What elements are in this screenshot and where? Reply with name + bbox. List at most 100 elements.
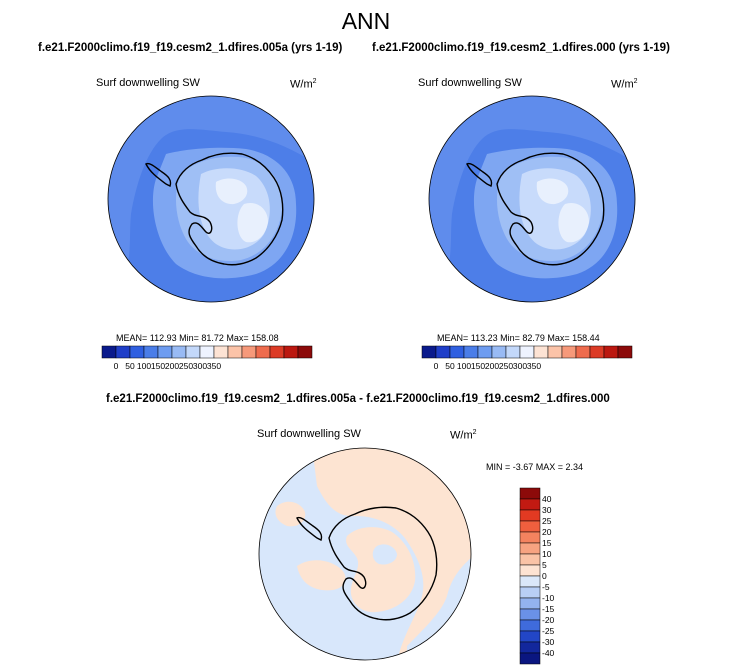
colorbar-swatch: [519, 575, 541, 588]
colorbar-tick-label: -25: [542, 626, 555, 636]
right-variable-label: Surf downwelling SW: [418, 77, 522, 89]
colorbar-tick-label: 100: [136, 361, 152, 371]
left-stats: MEAN= 112.93 Min= 81.72 Max= 158.08: [116, 333, 279, 343]
colorbar-tick-label: 300: [192, 361, 208, 371]
colorbar-swatch: [477, 345, 493, 359]
colorbar-tick-label: 350: [526, 361, 542, 371]
colorbar-swatch: [561, 345, 577, 359]
colorbar-tick-label: 200: [164, 361, 180, 371]
colorbar-swatch: [185, 345, 201, 359]
colorbar-swatch: [421, 345, 437, 359]
colorbar-swatch: [519, 542, 541, 555]
colorbar-tick-label: 25: [542, 516, 552, 526]
colorbar-tick-label: 200: [484, 361, 500, 371]
colorbar-tick-label: -20: [542, 615, 555, 625]
colorbar-swatch: [449, 345, 465, 359]
colorbar-swatch: [491, 345, 507, 359]
colorbar-swatch: [519, 586, 541, 599]
map-boundary: [428, 95, 636, 303]
colorbar-tick-label: 5: [542, 560, 547, 570]
colorbar-swatch: [463, 345, 479, 359]
colorbar-tick-label: -15: [542, 604, 555, 614]
colorbar-swatch: [143, 345, 159, 359]
colorbar-tick-label: 40: [542, 494, 552, 504]
colorbar-tick-label: -30: [542, 637, 555, 647]
colorbar-swatch: [519, 520, 541, 533]
colorbar-tick-label: 150: [470, 361, 486, 371]
colorbar-swatch: [269, 345, 285, 359]
colorbar-swatch: [519, 641, 541, 654]
diff-stats: MIN = -3.67 MAX = 2.34: [486, 462, 584, 472]
colorbar-swatch: [255, 345, 271, 359]
colorbar-swatch: [297, 345, 313, 359]
colorbar-swatch: [603, 345, 619, 359]
colorbar-swatch: [519, 487, 541, 500]
colorbar-tick-label: 50: [125, 361, 135, 371]
colorbar-tick-label: 15: [542, 538, 552, 548]
colorbar-swatch: [519, 345, 535, 359]
colorbar-swatch: [129, 345, 145, 359]
colorbar-swatch: [519, 531, 541, 544]
colorbar-swatch: [505, 345, 521, 359]
colorbar-swatch: [171, 345, 187, 359]
colorbar-swatch: [435, 345, 451, 359]
colorbar-tick-label: 350: [206, 361, 222, 371]
colorbar-swatch: [589, 345, 605, 359]
colorbar-tick-label: 0: [542, 571, 547, 581]
right-stats: MEAN= 113.23 Min= 82.79 Max= 158.44: [437, 333, 600, 343]
colorbar-swatch: [519, 630, 541, 643]
colorbar-swatch: [519, 553, 541, 566]
right-polar-map: [428, 95, 636, 303]
colorbar-swatch: [115, 345, 131, 359]
colorbar-swatch: [575, 345, 591, 359]
colorbar-swatch: [283, 345, 299, 359]
colorbar-swatch: [199, 345, 215, 359]
colorbar-swatch: [213, 345, 229, 359]
left-units-label: W/m2: [290, 78, 317, 91]
plateau-peak-2: [237, 202, 268, 243]
diff-polar-map: [258, 447, 472, 661]
left-polar-map: [107, 95, 315, 303]
positive-patch: [297, 560, 346, 591]
colorbar-tick-label: 0: [113, 361, 119, 371]
colorbar-swatch: [519, 498, 541, 511]
colorbar-swatch: [519, 509, 541, 522]
diff-units-label: W/m2: [450, 429, 477, 442]
colorbar-tick-label: 150: [150, 361, 166, 371]
negative-patch: [372, 544, 397, 565]
left-case-title: f.e21.F2000climo.f19_f19.cesm2_1.dfires.…: [38, 42, 343, 54]
colorbar-swatch: [547, 345, 563, 359]
colorbar-tick-label: 50: [445, 361, 455, 371]
diff-variable-label: Surf downwelling SW: [257, 428, 361, 440]
colorbar-tick-label: 10: [542, 549, 552, 559]
colorbar-swatch: [241, 345, 257, 359]
colorbar-tick-label: -10: [542, 593, 555, 603]
right-units-label: W/m2: [611, 78, 638, 91]
colorbar-tick-label: 20: [542, 527, 552, 537]
colorbar-swatch: [617, 345, 633, 359]
left-colorbar: [101, 345, 313, 359]
colorbar-swatch: [519, 564, 541, 577]
map-boundary: [107, 95, 315, 303]
season-title: ANN: [341, 8, 391, 34]
plateau-peak: [536, 178, 569, 205]
coastline: [145, 152, 284, 266]
plateau-peak-2: [558, 202, 589, 243]
plateau-peak: [215, 178, 248, 205]
diff-case-title: f.e21.F2000climo.f19_f19.cesm2_1.dfires.…: [106, 393, 610, 405]
colorbar-swatch: [519, 597, 541, 610]
map-boundary: [258, 447, 472, 661]
colorbar-swatch: [519, 652, 541, 665]
colorbar-swatch: [519, 619, 541, 632]
positive-land: [346, 527, 416, 613]
colorbar-swatch: [227, 345, 243, 359]
colorbar-tick-label: 0: [433, 361, 439, 371]
coastline: [466, 152, 605, 266]
colorbar-tick-label: 30: [542, 505, 552, 515]
left-variable-label: Surf downwelling SW: [96, 77, 200, 89]
colorbar-tick-label: 100: [456, 361, 472, 371]
diff-colorbar: [519, 487, 541, 665]
colorbar-swatch: [519, 608, 541, 621]
colorbar-tick-label: 250: [178, 361, 194, 371]
colorbar-tick-label: 250: [498, 361, 514, 371]
